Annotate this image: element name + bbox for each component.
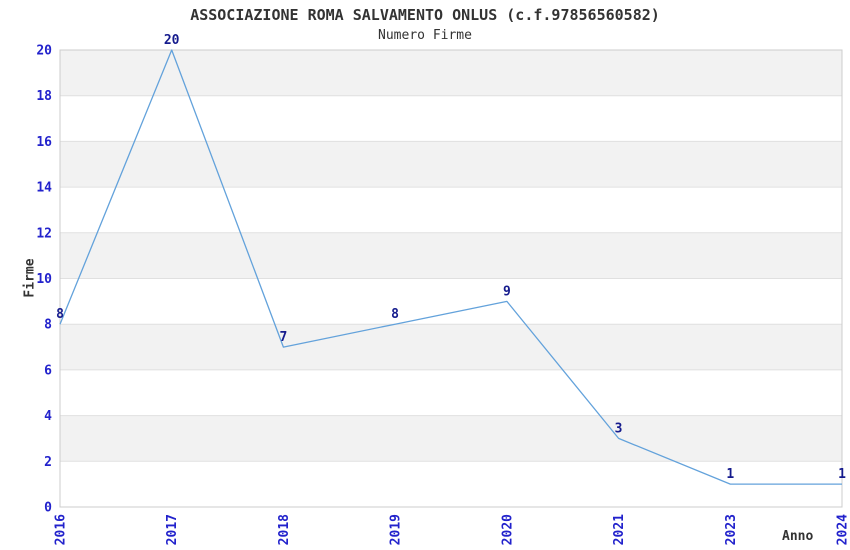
y-tick-label: 16 <box>36 135 52 150</box>
plot-background-band <box>60 50 842 96</box>
x-tick-label: 2024 <box>836 514 850 545</box>
point-label: 1 <box>838 467 846 482</box>
y-tick-label: 12 <box>36 226 52 241</box>
y-tick-label: 4 <box>44 409 52 424</box>
plot-background-band <box>60 141 842 188</box>
point-label: 8 <box>56 307 64 322</box>
x-tick-label: 2019 <box>389 514 404 545</box>
x-tick-label: 2021 <box>612 514 627 545</box>
x-tick-label: 2020 <box>500 514 515 545</box>
point-label: 7 <box>279 330 287 345</box>
chart-title: ASSOCIAZIONE ROMA SALVAMENTO ONLUS (c.f.… <box>190 6 660 24</box>
chart-subtitle: Numero Firme <box>378 28 472 43</box>
plot-background-band <box>60 324 842 370</box>
y-tick-label: 20 <box>36 44 52 59</box>
x-tick-label: 2023 <box>724 514 739 545</box>
y-tick-label: 10 <box>36 272 52 287</box>
y-tick-label: 2 <box>44 455 52 470</box>
point-label: 20 <box>164 33 180 48</box>
plot-background-band <box>60 232 842 279</box>
point-label: 3 <box>615 421 623 436</box>
y-tick-label: 8 <box>44 318 52 333</box>
x-tick-label: 2017 <box>165 514 180 545</box>
y-tick-label: 14 <box>36 181 52 196</box>
x-tick-label: 2016 <box>54 514 69 545</box>
point-label: 1 <box>726 467 734 482</box>
point-label: 9 <box>503 284 511 299</box>
x-tick-label: 2018 <box>277 514 292 545</box>
firme-line <box>59 49 842 485</box>
plot-frame <box>59 49 843 508</box>
point-label: 8 <box>391 307 399 322</box>
y-tick-label: 18 <box>36 89 52 104</box>
plot-background-band <box>60 415 842 462</box>
y-tick-label: 6 <box>44 363 52 378</box>
y-tick-label: 0 <box>44 501 52 516</box>
x-axis-title: Anno <box>782 529 814 544</box>
